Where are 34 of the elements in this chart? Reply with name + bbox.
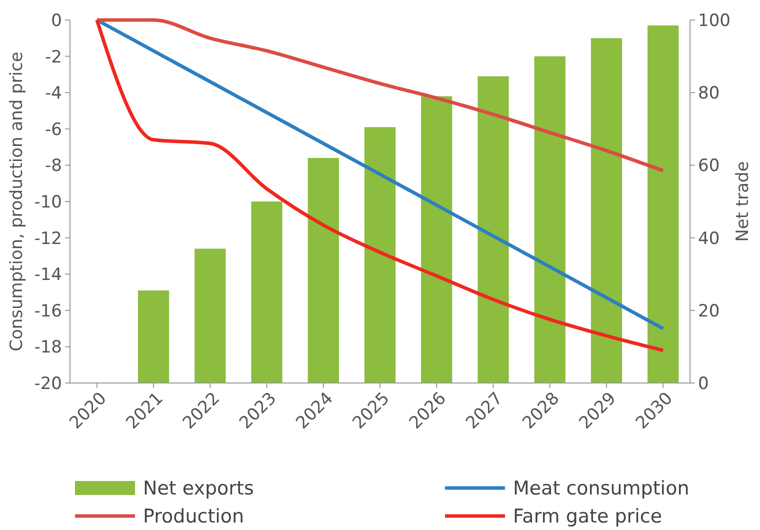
y-tick-label: -2 [45,47,62,68]
legend-label: Production [143,506,244,528]
y-tick-label: -16 [34,301,62,322]
legend-label: Farm gate price [513,506,662,528]
y2-axis-title: Net trade [733,161,753,242]
y-tick-label: -8 [45,156,62,176]
y2-tick-label: 100 [698,10,730,31]
y-tick-label: -20 [34,374,62,394]
bar [478,76,509,383]
y-tick-label: -14 [34,265,62,286]
y-tick-label: -12 [34,228,62,249]
bar [251,202,282,383]
y-tick-label: -10 [34,192,62,212]
legend-label: Net exports [143,478,254,500]
y-tick-label: -18 [34,338,62,358]
y2-tick-label: 40 [698,228,720,249]
bar [534,56,566,383]
bar [421,96,452,383]
y2-tick-label: 20 [698,301,720,322]
y2-tick-label: 60 [698,156,720,176]
y-tick-label: 0 [51,10,62,31]
bar [364,127,396,383]
bar [194,248,226,383]
y-axis-title: Consumption, production and price [7,52,27,352]
line-series [95,18,665,172]
bar [648,25,679,383]
y2-tick-label: 80 [698,84,720,104]
bar [590,38,622,383]
y-tick-label: -6 [45,120,62,140]
bar [138,290,170,383]
legend-label: Meat consumption [513,478,690,500]
y-tick-label: -4 [45,84,62,104]
y2-tick-label: 0 [698,374,709,394]
bar [308,158,339,383]
